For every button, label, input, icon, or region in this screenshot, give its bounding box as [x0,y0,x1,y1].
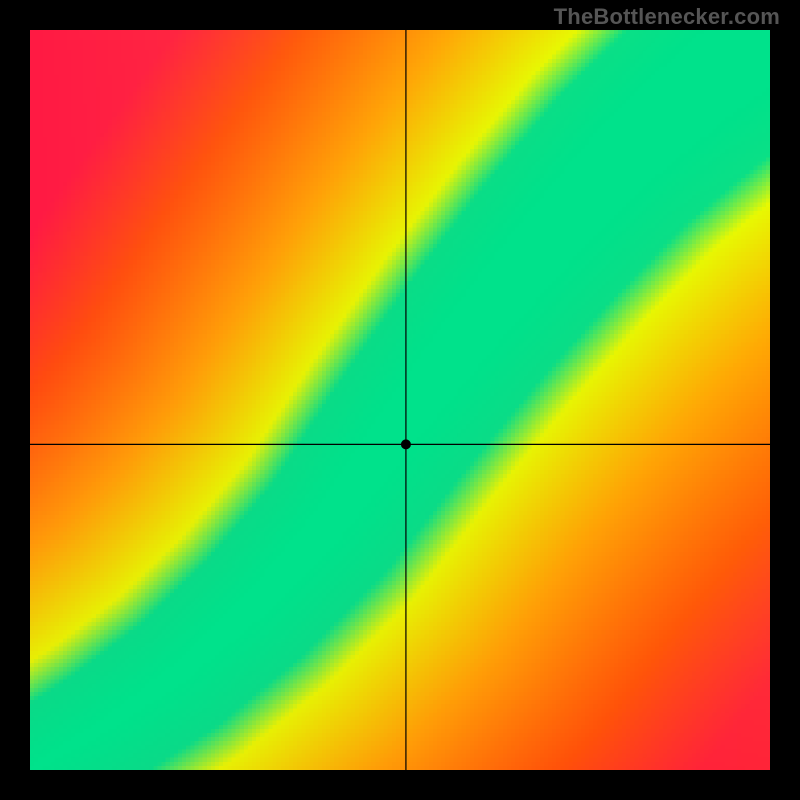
bottleneck-heatmap [30,30,770,770]
watermark-text: TheBottlenecker.com [554,4,780,30]
heatmap-canvas [30,30,770,770]
